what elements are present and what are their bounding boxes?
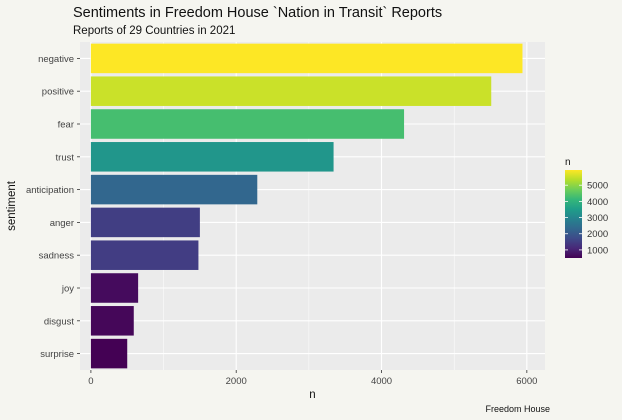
y-tick-label: surprise [40, 349, 74, 360]
bar-positive [90, 76, 492, 106]
color-legend: 1000 2000 3000 4000 5000 [565, 170, 608, 258]
x-tick-label: 4000 [371, 376, 392, 387]
chart-title: Sentiments in Freedom House `Nation in T… [73, 5, 443, 21]
y-tick-label: fear [58, 120, 74, 131]
x-tick-label: 2000 [226, 376, 247, 387]
legend-tick-label: 1000 [587, 245, 608, 256]
bars [90, 43, 523, 369]
legend-title: n [565, 157, 571, 168]
x-tick-label: 0 [88, 376, 93, 387]
y-tick-label: sadness [39, 251, 75, 262]
bar-sadness [90, 240, 199, 270]
bar-negative [90, 43, 523, 74]
legend-tick-label: 2000 [587, 229, 608, 240]
y-tick-label: disgust [44, 316, 74, 327]
bar-anticipation [90, 174, 258, 205]
y-tick-label: positive [42, 87, 74, 98]
y-axis: negative positive fear trust anticipation ang… [26, 54, 80, 360]
x-axis-label: n [309, 389, 315, 401]
bar-fear [90, 109, 405, 139]
legend-color-bar [565, 170, 582, 258]
bar-trust [90, 142, 334, 172]
y-axis-label: sentiment [6, 180, 18, 231]
caption: Freedom House [485, 404, 550, 414]
x-axis: 0 2000 4000 6000 [88, 370, 537, 387]
x-tick-label: 6000 [516, 376, 537, 387]
legend-tick-label: 3000 [587, 213, 608, 224]
legend-tick-label: 5000 [587, 181, 608, 192]
y-tick-label: anticipation [26, 185, 74, 196]
y-tick-label: anger [50, 218, 74, 229]
y-tick-label: negative [38, 54, 74, 65]
y-tick-label: joy [61, 284, 74, 295]
bar-disgust [90, 306, 134, 336]
bar-joy [90, 273, 139, 303]
y-tick-label: trust [56, 152, 75, 163]
bar-surprise [90, 338, 128, 369]
chart-subtitle: Reports of 29 Countries in 2021 [73, 25, 236, 37]
bar-anger [90, 207, 200, 238]
legend-tick-label: 4000 [587, 197, 608, 208]
